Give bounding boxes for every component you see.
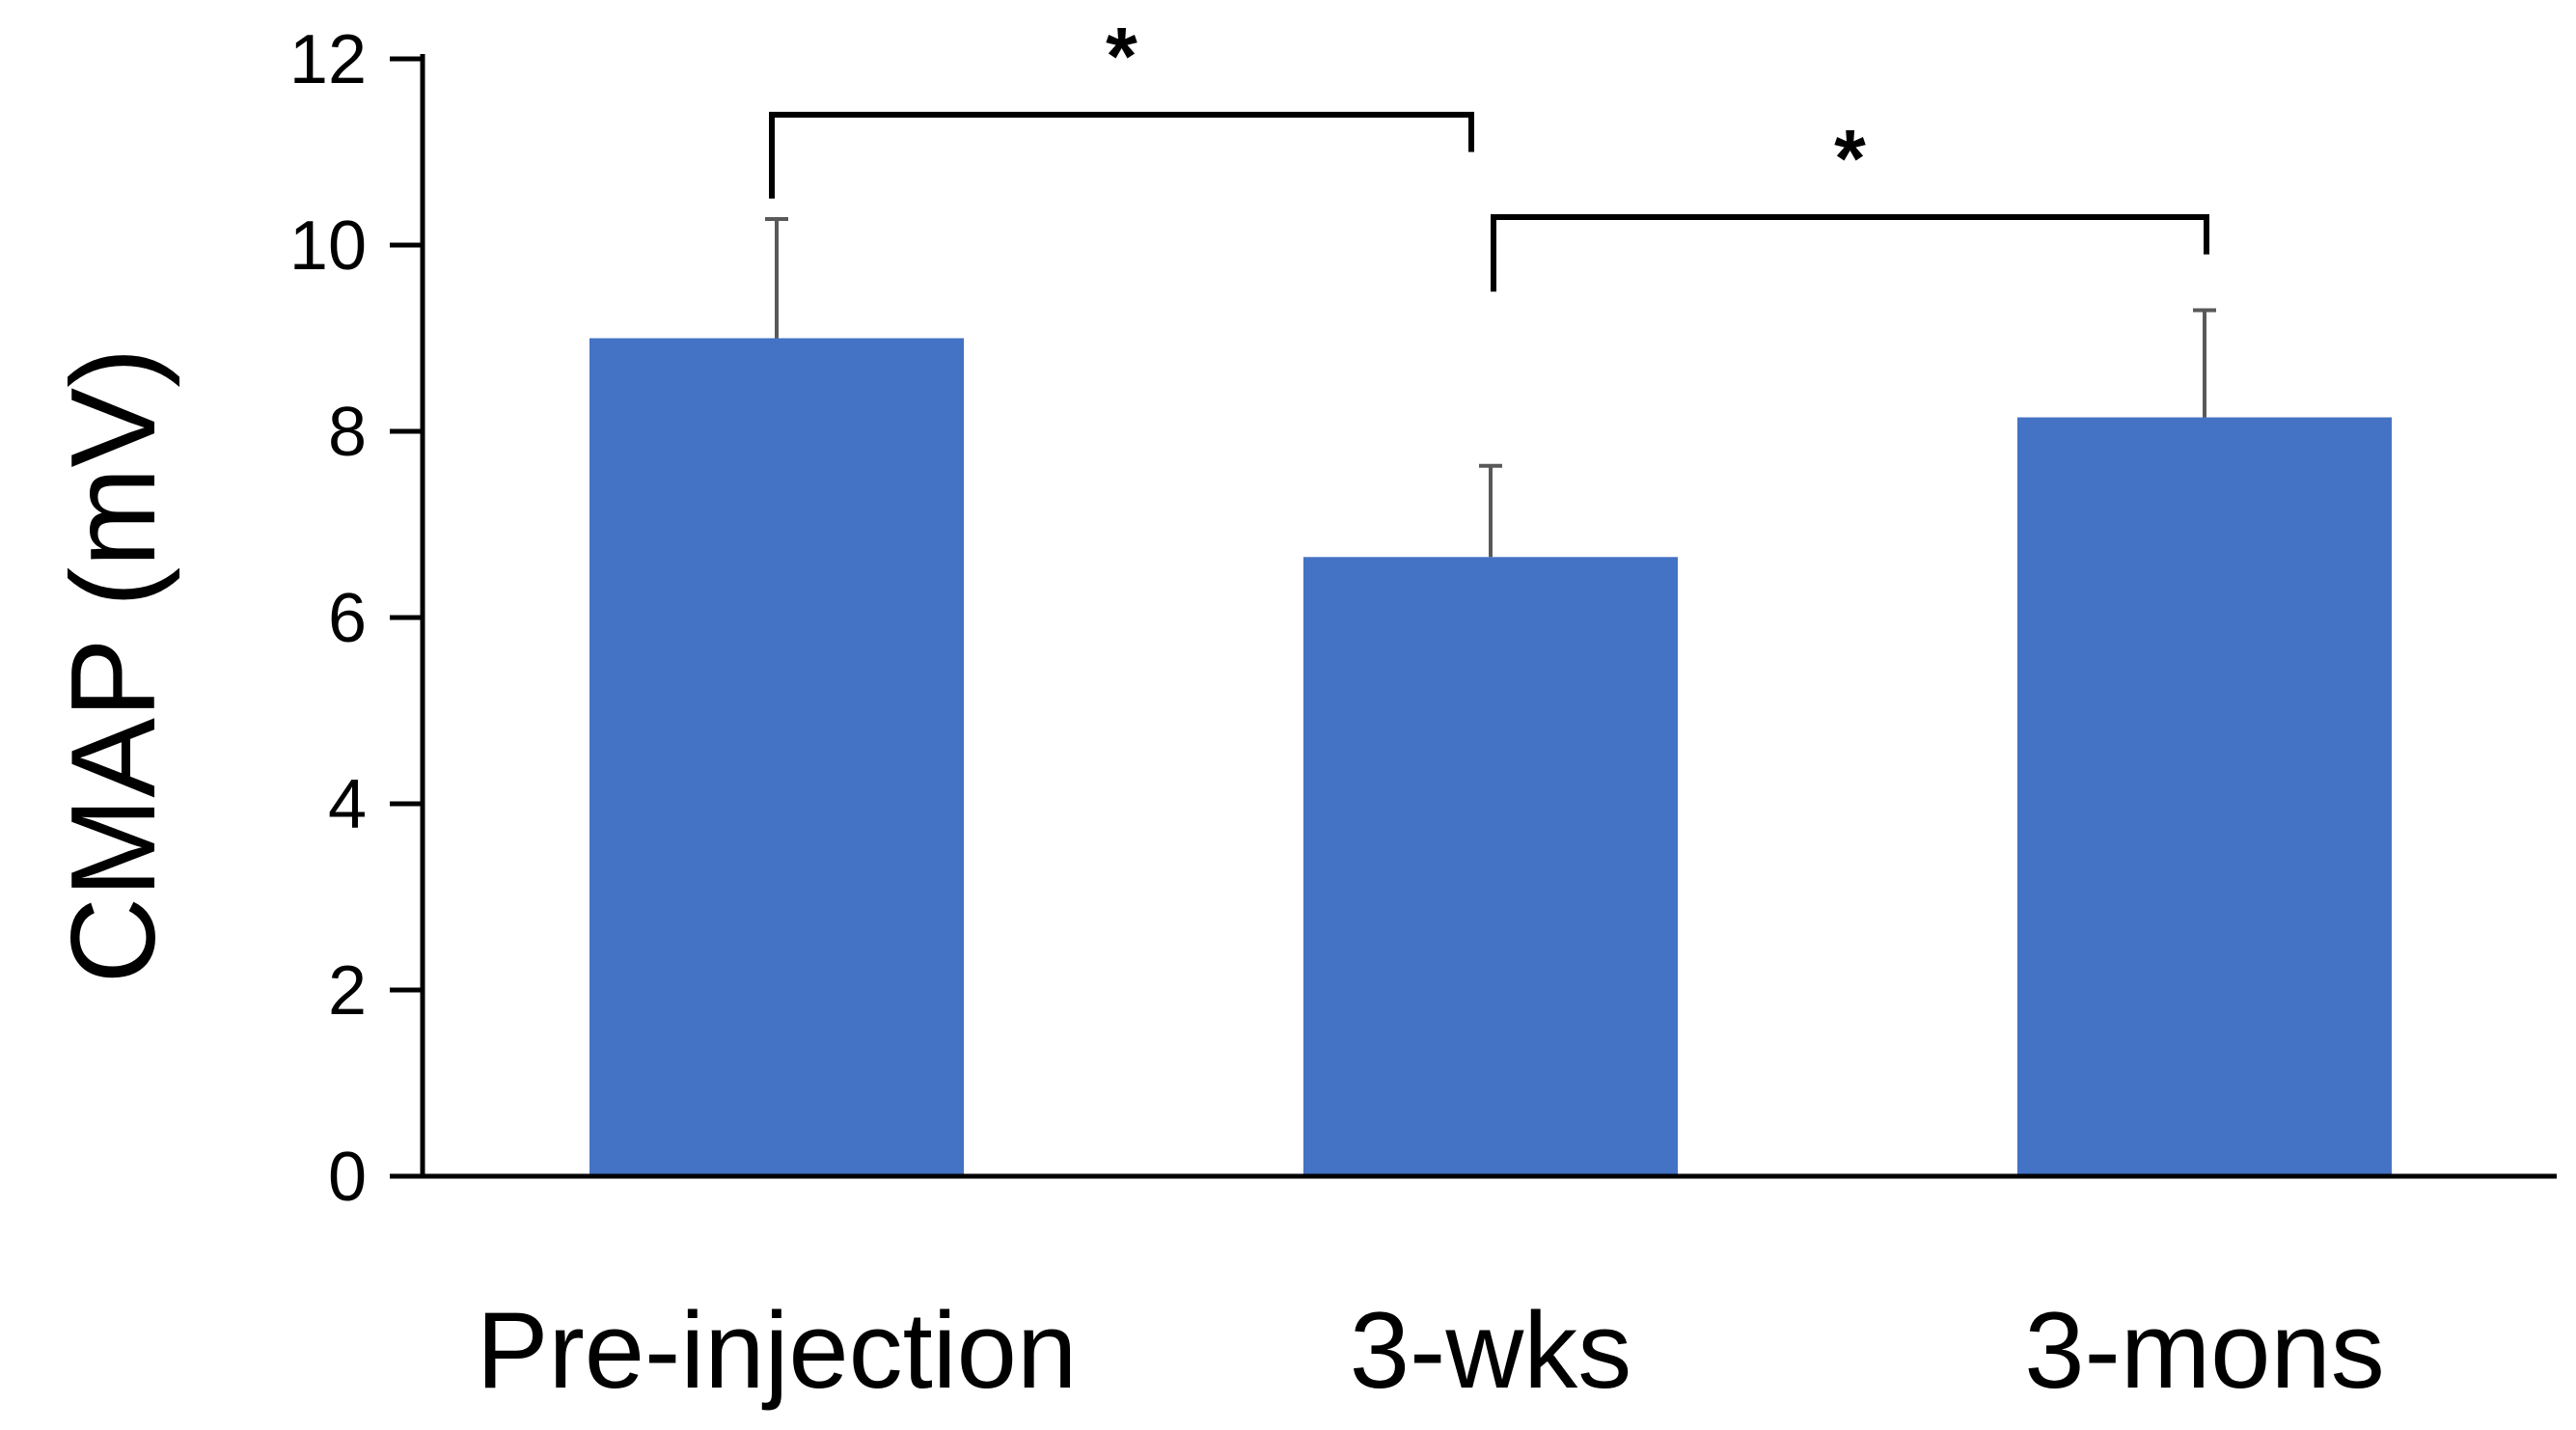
significance-brackets: **: [769, 11, 2209, 292]
y-tick-label: 12: [289, 21, 367, 98]
x-category-label: Pre-injection: [477, 1290, 1078, 1411]
x-category-label: 3-wks: [1350, 1290, 1631, 1411]
significance-star: *: [1834, 113, 1866, 204]
x-category-label: 3-mons: [2024, 1290, 2384, 1411]
y-tick-label: 10: [289, 207, 367, 285]
significance-bracket: [769, 111, 1474, 199]
bar: [2017, 417, 2392, 1176]
y-tick-label: 8: [328, 394, 367, 471]
y-tick-label: 6: [328, 580, 367, 657]
y-tick-label: 2: [328, 952, 367, 1030]
y-tick-label: 0: [328, 1139, 367, 1216]
error-bars-layer: [765, 216, 2216, 558]
bars-layer: [589, 338, 2392, 1176]
y-axis-title: CMAP (mV): [47, 347, 180, 983]
x-category-labels: Pre-injection 3-wks 3-mons: [477, 1290, 2385, 1411]
significance-star: *: [1106, 11, 1137, 101]
y-tick-label: 4: [328, 766, 367, 843]
bar: [589, 338, 964, 1176]
bar: [1303, 557, 1678, 1176]
y-ticks-layer: 0 2 4 6 8 10 12: [289, 21, 423, 1216]
significance-bracket: [1491, 214, 2209, 292]
